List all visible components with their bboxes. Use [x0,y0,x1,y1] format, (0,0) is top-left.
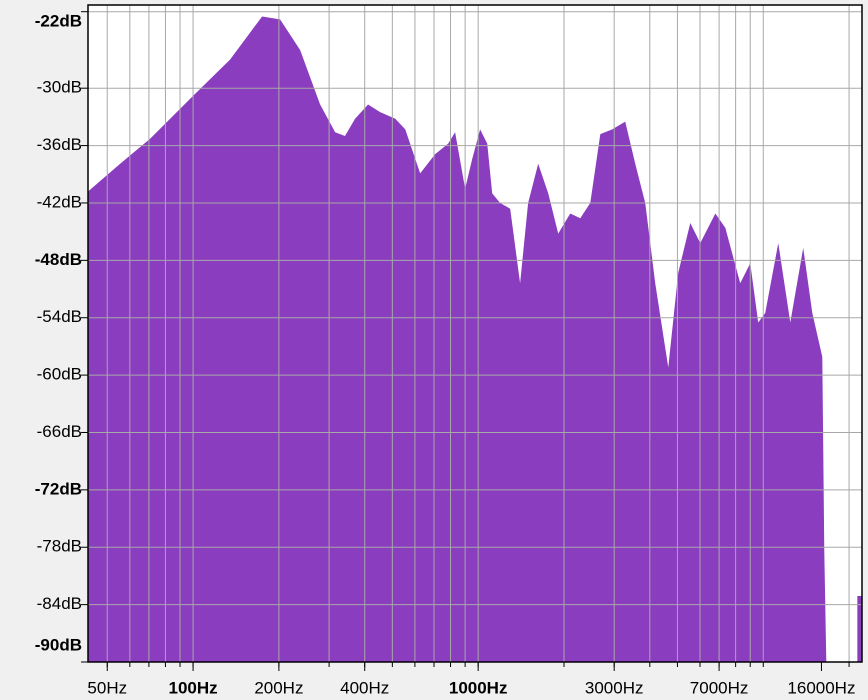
y-tick-label: -60dB [37,365,82,384]
x-tick-label: 100Hz [169,678,218,697]
y-tick-label: -66dB [37,422,82,441]
y-tick-label: -90dB [35,635,82,654]
y-tick-label: -30dB [37,78,82,97]
y-tick-label: -22dB [35,11,82,30]
x-tick-label: 3000Hz [585,678,644,697]
y-tick-label: -42dB [37,192,82,211]
spectrum-area [88,16,862,663]
y-tick-label: -72dB [35,479,82,498]
x-tick-label: 50Hz [87,678,127,697]
y-tick-label: -54dB [37,307,82,326]
y-tick-label: -78dB [37,537,82,556]
x-tick-label: 400Hz [340,678,389,697]
plot-border [87,4,863,663]
x-tick-label: 16000Hz [787,678,855,697]
x-tick-label: 1000Hz [449,678,508,697]
y-tick-label: -84dB [37,594,82,613]
y-tick-label: -48dB [35,250,82,269]
x-tick-label: 200Hz [254,678,303,697]
x-tick-label: 7000Hz [690,678,749,697]
y-tick-label: -36dB [37,135,82,154]
